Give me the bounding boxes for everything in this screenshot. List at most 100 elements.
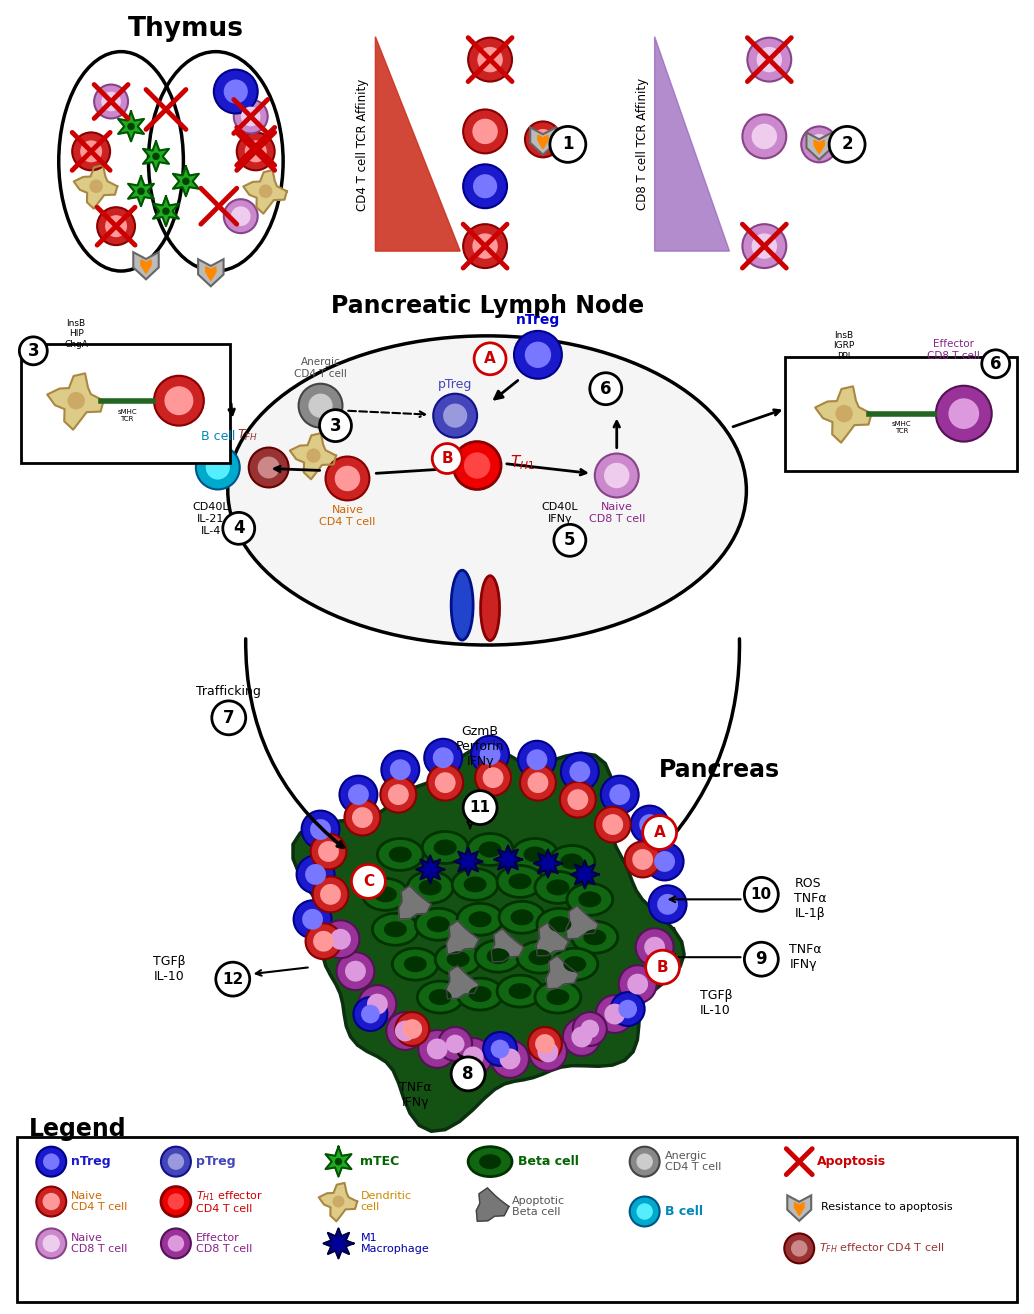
Polygon shape [153,196,179,226]
Circle shape [223,200,257,233]
Circle shape [161,1147,191,1176]
Circle shape [648,886,687,924]
Circle shape [562,1018,601,1056]
Text: B cell: B cell [665,1205,702,1218]
Polygon shape [206,267,216,280]
Text: 6: 6 [600,380,611,398]
Polygon shape [318,1183,357,1221]
Circle shape [491,1039,529,1077]
Circle shape [352,807,373,828]
Circle shape [784,1234,814,1263]
Circle shape [744,942,779,976]
Text: 11: 11 [469,800,490,815]
Circle shape [216,962,250,996]
Circle shape [463,791,497,825]
Circle shape [335,465,360,491]
Circle shape [231,206,250,226]
Circle shape [168,1154,184,1169]
Circle shape [161,1229,191,1259]
Circle shape [529,1033,567,1071]
Ellipse shape [392,949,438,980]
Circle shape [305,865,326,884]
Polygon shape [454,848,482,875]
Text: 3: 3 [28,342,39,360]
Circle shape [538,1042,558,1062]
Text: Apoptotic
Beta cell: Apoptotic Beta cell [512,1196,566,1217]
Polygon shape [375,37,460,251]
Text: Anergic
CD4 T cell: Anergic CD4 T cell [665,1151,721,1172]
Ellipse shape [481,576,499,640]
Circle shape [36,1147,66,1176]
Circle shape [42,1235,60,1252]
Circle shape [152,152,159,160]
Circle shape [306,924,341,959]
Circle shape [525,342,551,368]
Ellipse shape [572,921,617,953]
Circle shape [105,215,127,237]
Ellipse shape [419,879,442,895]
Ellipse shape [475,941,521,972]
Circle shape [387,1012,424,1050]
Circle shape [480,744,500,765]
Ellipse shape [374,887,397,903]
Circle shape [475,343,506,374]
Text: Naive
CD8 T cell: Naive CD8 T cell [71,1233,127,1255]
Text: 8: 8 [462,1064,474,1083]
Ellipse shape [511,909,534,925]
Circle shape [473,118,497,145]
Text: 5: 5 [565,531,576,549]
Polygon shape [326,1147,352,1176]
Circle shape [241,106,261,126]
Circle shape [604,463,630,489]
Text: nTreg: nTreg [516,313,560,327]
Circle shape [336,953,374,991]
Circle shape [645,950,679,984]
Circle shape [359,986,396,1024]
Circle shape [333,1196,344,1208]
Circle shape [611,992,644,1026]
Text: Effector
CD8 T cell: Effector CD8 T cell [195,1233,252,1255]
Text: ROS
TNFα
IL-1β: ROS TNFα IL-1β [794,878,827,920]
Text: 7: 7 [223,708,235,727]
Circle shape [618,966,657,1003]
Circle shape [339,775,377,813]
Text: A: A [653,825,666,840]
Text: Apoptosis: Apoptosis [817,1155,886,1168]
Text: CD8 T cell TCR Affinity: CD8 T cell TCR Affinity [636,79,649,210]
Circle shape [528,1028,561,1060]
Circle shape [257,456,279,478]
Circle shape [127,122,134,130]
Circle shape [427,765,463,800]
Circle shape [835,405,853,422]
Circle shape [550,126,586,163]
Circle shape [643,816,676,849]
Polygon shape [566,905,599,940]
Circle shape [752,234,778,259]
Text: Naive
CD4 T cell: Naive CD4 T cell [320,506,375,527]
Text: B: B [442,451,453,466]
Circle shape [636,928,673,966]
Circle shape [645,842,683,880]
Circle shape [595,453,639,498]
Circle shape [168,1193,184,1210]
Circle shape [345,961,366,982]
Circle shape [472,736,509,774]
Circle shape [463,164,507,208]
Text: sMHC
TCR: sMHC TCR [117,409,136,422]
Polygon shape [494,845,522,874]
Circle shape [609,784,630,805]
Circle shape [559,782,596,817]
Polygon shape [447,921,479,954]
FancyBboxPatch shape [785,357,1016,470]
Circle shape [514,331,561,378]
Circle shape [618,1000,637,1018]
Circle shape [630,1197,660,1226]
Circle shape [182,177,189,185]
Ellipse shape [407,871,453,903]
Polygon shape [477,1188,509,1221]
Polygon shape [118,112,144,142]
Ellipse shape [517,941,562,974]
Ellipse shape [447,951,469,967]
Circle shape [533,129,553,150]
Polygon shape [293,746,685,1131]
